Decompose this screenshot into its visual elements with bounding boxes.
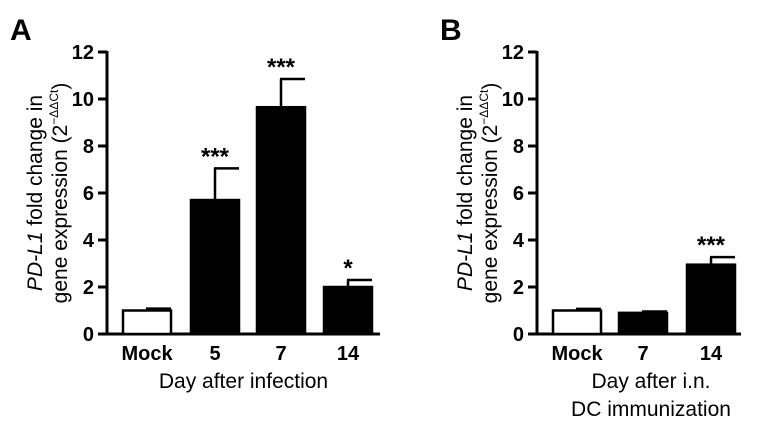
- y-tick-label: 10: [72, 89, 94, 111]
- category-label: Mock: [121, 343, 173, 365]
- y-axis-label-exponent: −ΔΔCt: [47, 89, 61, 125]
- bar: [121, 309, 173, 336]
- y-axis-label-line1: PD-L1 fold change in: [454, 95, 477, 291]
- y-tick-label: 10: [502, 89, 524, 111]
- category-label: Mock: [551, 343, 603, 365]
- bar: [322, 285, 374, 336]
- y-tick-label: 0: [513, 324, 524, 346]
- y-axis-label-line2: gene expression (2−ΔΔCt): [477, 83, 502, 304]
- significance-marker: ***: [201, 143, 230, 170]
- chart-panel-b: B 0 2 4 6 8 10 12 Mock 7 *** 14 Day after i.n. DC imm…: [440, 14, 741, 421]
- chart-panel-a: A 0 2 4 6 8 10 12 Mock *** 5 *** 7 * 14 Day after infec…: [10, 14, 380, 393]
- y-tick-label: 8: [513, 136, 524, 158]
- y-tick-label: 12: [502, 42, 524, 64]
- category-label: 5: [209, 343, 220, 365]
- y-axis-label-gene: PD-L1: [454, 232, 477, 292]
- bar: [189, 198, 241, 336]
- significance-marker: ***: [697, 232, 726, 259]
- y-axis-label-text: ): [479, 83, 502, 90]
- category-label: 14: [700, 343, 723, 365]
- y-axis-label-line1: PD-L1 fold change in: [24, 95, 47, 291]
- y-tick-label: 6: [513, 183, 524, 205]
- y-axis-label-text: gene expression (2: [479, 125, 502, 304]
- y-axis-label-exponent: −ΔΔCt: [477, 89, 491, 125]
- y-tick-label: 0: [83, 324, 94, 346]
- category-label: 7: [275, 343, 286, 365]
- significance-marker: ***: [267, 54, 296, 81]
- y-tick-label: 6: [83, 183, 94, 205]
- bar: [255, 105, 307, 336]
- x-axis-label: DC immunization: [571, 398, 731, 421]
- y-tick-label: 12: [72, 42, 94, 64]
- significance-marker: *: [343, 255, 353, 282]
- category-label: 14: [337, 343, 360, 365]
- y-axis-label-gene: PD-L1: [24, 232, 47, 292]
- panel-letter: B: [440, 14, 462, 47]
- bar: [685, 263, 737, 336]
- y-tick-label: 2: [513, 277, 524, 299]
- category-label: 7: [637, 343, 648, 365]
- panel-letter: A: [10, 14, 32, 47]
- x-axis-label: Day after i.n.: [591, 370, 710, 393]
- y-axis-label-text: fold change in: [24, 95, 47, 232]
- x-axis-label: Day after infection: [159, 370, 328, 393]
- y-axis-label-text: fold change in: [454, 95, 477, 232]
- y-axis-label-text: ): [49, 83, 72, 90]
- y-tick-label: 2: [83, 277, 94, 299]
- y-tick-label: 4: [83, 230, 95, 252]
- bar: [551, 309, 603, 336]
- y-tick-label: 4: [513, 230, 525, 252]
- y-axis-label-text: gene expression (2: [49, 125, 72, 304]
- y-axis-label-line2: gene expression (2−ΔΔCt): [47, 83, 72, 304]
- y-tick-label: 8: [83, 136, 94, 158]
- bar: [617, 311, 669, 336]
